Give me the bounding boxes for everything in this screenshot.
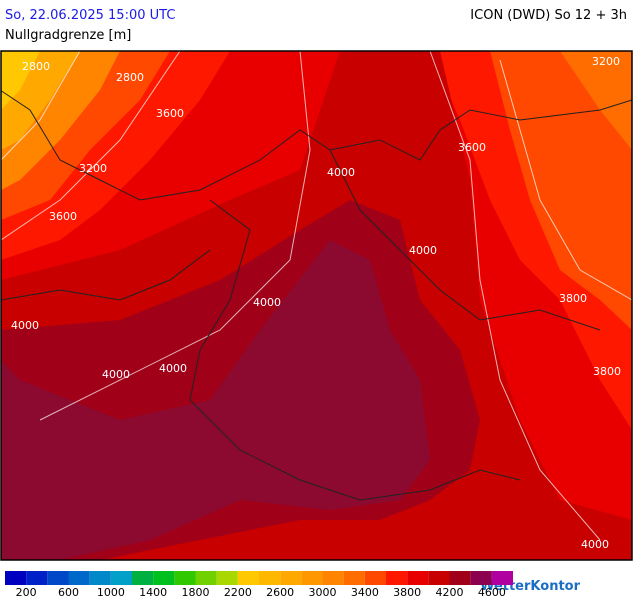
contour-label: 2800: [116, 71, 144, 84]
legend-swatch: [89, 571, 111, 585]
legend-label: 3400: [351, 586, 379, 599]
contour-label: 4000: [102, 368, 130, 381]
contour-label: 2800: [22, 60, 50, 73]
contour-label: 3600: [156, 107, 184, 120]
legend-swatch: [364, 571, 386, 585]
legend-swatch: [47, 571, 69, 585]
legend-swatch: [26, 571, 48, 585]
legend-swatch: [5, 571, 27, 585]
contour-label: 3200: [79, 162, 107, 175]
legend-swatch: [174, 571, 196, 585]
legend-swatch: [322, 571, 344, 585]
legend-swatch: [132, 571, 154, 585]
contour-label: 4000: [253, 296, 281, 309]
legend-swatch: [386, 571, 408, 585]
datetime: So, 22.06.2025 15:00 UTC: [5, 8, 175, 23]
legend-swatch: [491, 571, 513, 585]
legend-label: 3000: [309, 586, 337, 599]
legend-swatch: [259, 571, 281, 585]
contour-label: 3600: [49, 210, 77, 223]
contour-label: 4000: [581, 538, 609, 551]
contour-label: 3800: [593, 365, 621, 378]
legend-label: 4200: [436, 586, 464, 599]
legend-swatch: [301, 571, 323, 585]
legend-label: 1800: [182, 586, 210, 599]
contour-label: 4000: [159, 362, 187, 375]
legend-label: 600: [58, 586, 79, 599]
parameter: Nullgradgrenze [m]: [5, 28, 131, 43]
contour-label: 3600: [458, 141, 486, 154]
legend-swatch: [470, 571, 492, 585]
legend-label: 4600: [478, 586, 506, 599]
legend-swatch: [153, 571, 175, 585]
legend-swatch: [68, 571, 90, 585]
legend-label: 2200: [224, 586, 252, 599]
legend-swatch: [449, 571, 471, 585]
legend-label: 200: [16, 586, 37, 599]
legend-label: 3800: [393, 586, 421, 599]
legend-swatch: [237, 571, 259, 585]
legend-swatch: [428, 571, 450, 585]
contour-label: 3800: [559, 292, 587, 305]
legend-swatch: [407, 571, 429, 585]
legend-swatch: [280, 571, 302, 585]
contour-label: 4000: [327, 166, 355, 179]
model-run: ICON (DWD) So 12 + 3h: [470, 8, 627, 23]
contour-label: 4000: [11, 319, 39, 332]
legend-swatch: [195, 571, 217, 585]
legend-label: 1400: [139, 586, 167, 599]
map: [0, 50, 633, 561]
legend-label: 1000: [97, 586, 125, 599]
legend-swatch: [343, 571, 365, 585]
contour-label: 3200: [592, 55, 620, 68]
contour-label: 4000: [409, 244, 437, 257]
legend-label: 2600: [266, 586, 294, 599]
legend-swatch: [216, 571, 238, 585]
legend-swatch: [110, 571, 132, 585]
